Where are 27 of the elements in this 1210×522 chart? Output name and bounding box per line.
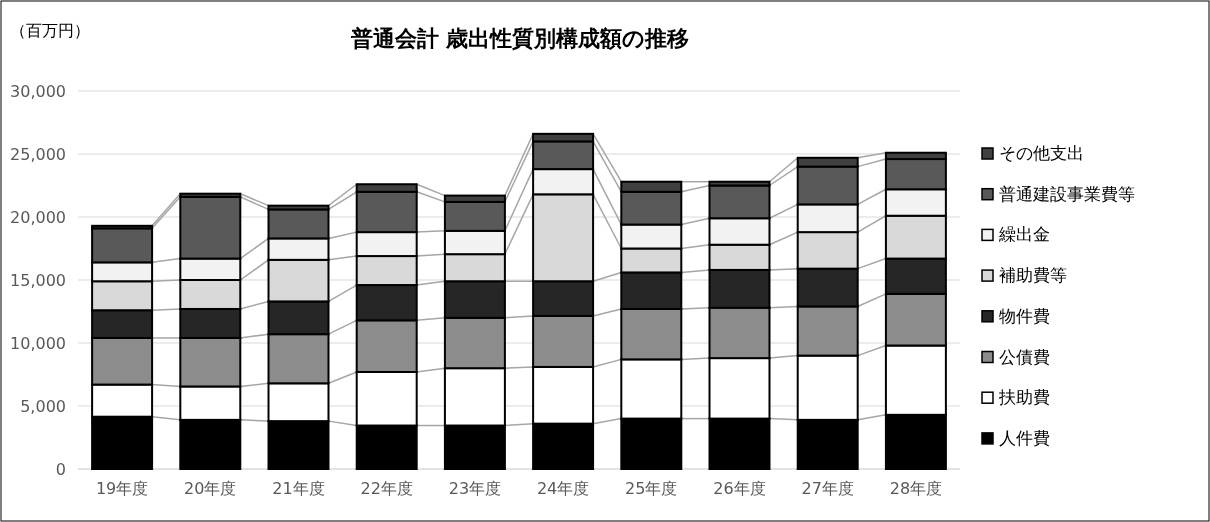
x-tick-label: 21年度 [272,479,325,498]
chart-title: 普通会計 歳出性質別構成額の推移 [349,26,690,51]
legend-label: 公債費 [999,346,1050,367]
y-tick-label: 25,000 [10,145,66,164]
x-tick-label: 26年度 [713,479,766,498]
legend-label: その他支出 [999,143,1084,163]
legend-label: 補助費等 [999,265,1067,286]
x-tick-label: 23年度 [448,479,502,498]
legend-label: 物件費 [999,305,1050,326]
x-tick-label: 22年度 [360,479,413,498]
legend-label: 普通建設事業費等 [999,183,1135,204]
y-axis-title: （百万円） [10,21,90,40]
x-tick-label: 24年度 [536,479,590,498]
legend-label: 繰出金 [998,224,1050,245]
y-tick-label: 0 [55,460,66,479]
x-tick-label: 20年度 [184,479,237,498]
x-tick-label: 25年度 [625,479,678,498]
y-tick-label: 20,000 [10,208,66,227]
y-tick-label: 30,000 [10,82,66,101]
legend-label: 扶助費 [998,387,1050,408]
x-tick-label: 27年度 [801,479,854,498]
y-tick-label: 15,000 [10,271,66,290]
legend-label: 人件費 [999,427,1050,448]
y-tick-label: 5,000 [20,397,66,416]
x-tick-label: 28年度 [889,479,943,498]
x-tick-label: 19年度 [95,479,149,498]
y-tick-label: 10,000 [10,334,66,353]
